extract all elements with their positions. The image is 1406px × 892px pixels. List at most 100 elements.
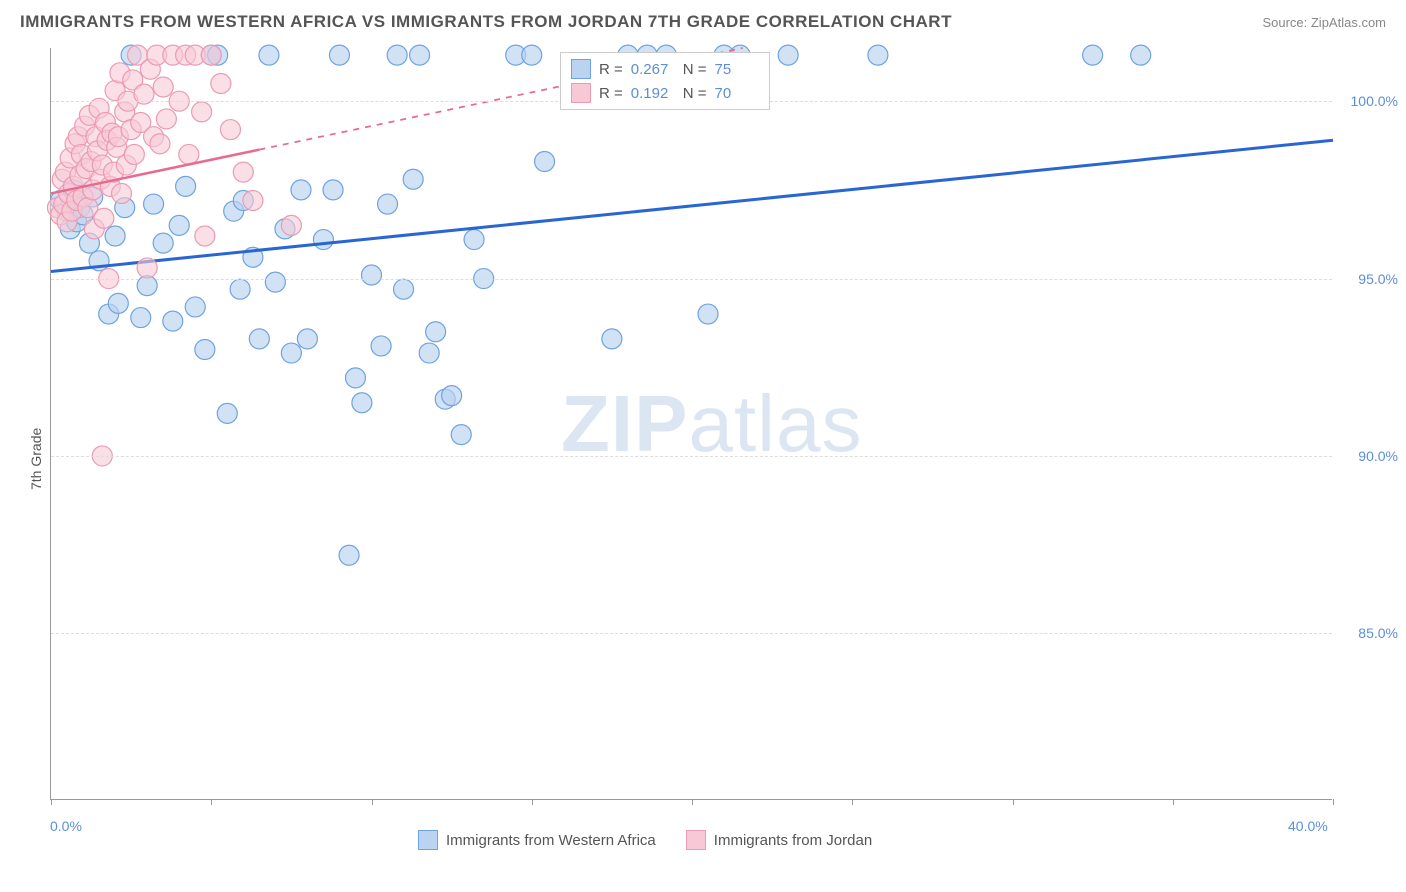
data-point — [451, 425, 471, 445]
correlation-legend: R = 0.267 N = 75 R = 0.192 N = 70 — [560, 52, 770, 110]
data-point — [108, 293, 128, 313]
x-tick — [211, 799, 212, 805]
legend-swatch — [571, 59, 591, 79]
data-point — [195, 226, 215, 246]
data-point — [131, 308, 151, 328]
legend-n-value: 75 — [715, 61, 759, 78]
data-point — [179, 144, 199, 164]
data-point — [602, 329, 622, 349]
y-tick-label: 100.0% — [1338, 93, 1398, 109]
legend-swatch — [686, 830, 706, 850]
legend-swatch — [418, 830, 438, 850]
legend-r-value: 0.192 — [631, 85, 675, 102]
data-point — [201, 45, 221, 65]
x-tick — [1333, 799, 1334, 805]
data-point — [323, 180, 343, 200]
x-tick — [1173, 799, 1174, 805]
x-tick — [852, 799, 853, 805]
data-point — [410, 45, 430, 65]
y-tick-label: 95.0% — [1338, 271, 1398, 287]
data-point — [419, 343, 439, 363]
data-point — [230, 279, 250, 299]
legend-label: Immigrants from Western Africa — [446, 832, 656, 849]
data-point — [150, 134, 170, 154]
data-point — [403, 169, 423, 189]
data-point — [1131, 45, 1151, 65]
data-point — [329, 45, 349, 65]
data-point — [339, 545, 359, 565]
data-point — [211, 73, 231, 93]
data-point — [195, 340, 215, 360]
legend-label: Immigrants from Jordan — [714, 832, 872, 849]
data-point — [94, 208, 114, 228]
data-point — [169, 215, 189, 235]
legend-n-value: 70 — [715, 85, 759, 102]
data-point — [535, 152, 555, 172]
data-point — [362, 265, 382, 285]
plot-area: ZIPatlas 85.0%90.0%95.0%100.0% — [50, 48, 1332, 800]
data-point — [313, 230, 333, 250]
data-point — [217, 403, 237, 423]
y-axis-label: 7th Grade — [28, 428, 44, 490]
legend-swatch — [571, 83, 591, 103]
x-tick — [372, 799, 373, 805]
data-point — [185, 297, 205, 317]
data-point — [281, 343, 301, 363]
legend-r-label: R = — [599, 61, 623, 78]
data-point — [387, 45, 407, 65]
y-tick-label: 85.0% — [1338, 625, 1398, 641]
x-tick — [1013, 799, 1014, 805]
data-point — [345, 368, 365, 388]
data-point — [371, 336, 391, 356]
data-point — [153, 233, 173, 253]
series-legend: Immigrants from Western Africa Immigrants… — [418, 830, 872, 850]
gridline-h — [51, 456, 1332, 457]
data-point — [176, 176, 196, 196]
data-point — [144, 194, 164, 214]
data-point — [297, 329, 317, 349]
chart-svg — [51, 48, 1332, 799]
source-label: Source: ZipAtlas.com — [1262, 15, 1386, 30]
data-point — [192, 102, 212, 122]
data-point — [426, 322, 446, 342]
data-point — [778, 45, 798, 65]
x-tick — [51, 799, 52, 805]
data-point — [352, 393, 372, 413]
x-axis-min-label: 0.0% — [50, 818, 82, 834]
data-point — [265, 272, 285, 292]
data-point — [522, 45, 542, 65]
data-point — [442, 386, 462, 406]
chart-title: IMMIGRANTS FROM WESTERN AFRICA VS IMMIGR… — [20, 12, 952, 32]
x-tick — [692, 799, 693, 805]
gridline-h — [51, 633, 1332, 634]
data-point — [124, 144, 144, 164]
x-tick — [532, 799, 533, 805]
data-point — [394, 279, 414, 299]
x-axis-max-label: 40.0% — [1288, 818, 1328, 834]
legend-item: Immigrants from Western Africa — [418, 830, 656, 850]
data-point — [105, 226, 125, 246]
data-point — [378, 194, 398, 214]
data-point — [153, 77, 173, 97]
data-point — [137, 258, 157, 278]
legend-n-label: N = — [683, 85, 707, 102]
gridline-h — [51, 279, 1332, 280]
data-point — [259, 45, 279, 65]
legend-row: R = 0.192 N = 70 — [571, 81, 759, 105]
data-point — [163, 311, 183, 331]
data-point — [868, 45, 888, 65]
data-point — [464, 230, 484, 250]
data-point — [243, 191, 263, 211]
data-point — [112, 183, 132, 203]
legend-item: Immigrants from Jordan — [686, 830, 872, 850]
legend-row: R = 0.267 N = 75 — [571, 57, 759, 81]
legend-r-label: R = — [599, 85, 623, 102]
legend-n-label: N = — [683, 61, 707, 78]
data-point — [233, 162, 253, 182]
data-point — [291, 180, 311, 200]
legend-r-value: 0.267 — [631, 61, 675, 78]
data-point — [156, 109, 176, 129]
y-tick-label: 90.0% — [1338, 448, 1398, 464]
data-point — [220, 120, 240, 140]
data-point — [281, 215, 301, 235]
